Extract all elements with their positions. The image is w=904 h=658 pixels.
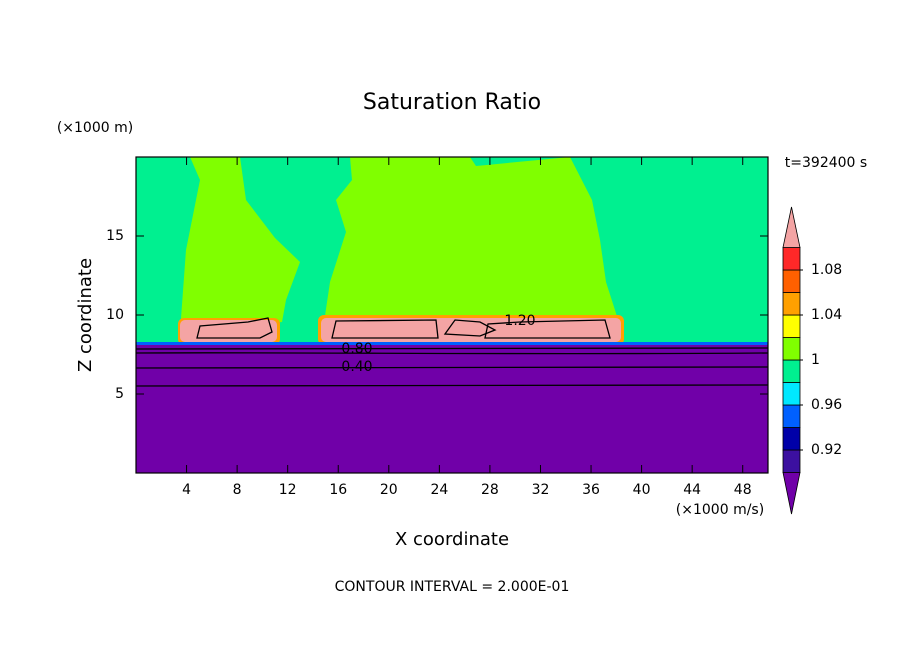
colorbar-swatch [782, 449, 801, 473]
x-tick-label: 40 [633, 482, 651, 498]
region [322, 157, 622, 336]
time-label: t=392400 s [785, 155, 867, 171]
region [136, 342, 768, 345]
colorbar-swatch [782, 359, 801, 383]
colorbar-tick-label: 1.08 [811, 262, 842, 278]
x-axis-label: X coordinate [395, 529, 509, 550]
contour-label: 0.80 [341, 341, 372, 357]
contour-field: 1.20 0.80 0.40 [135, 157, 769, 473]
contour-label: 1.20 [504, 313, 535, 329]
chart-title: Saturation Ratio [363, 90, 541, 115]
colorbar-swatch [782, 292, 801, 316]
y-tick-label: 5 [115, 386, 124, 402]
colorbar-swatch [782, 269, 801, 293]
x-tick-label: 8 [233, 482, 242, 498]
x-unit: (×1000 m/s) [676, 502, 764, 518]
colorbar-swatch [782, 337, 801, 361]
x-tick-label: 32 [532, 482, 550, 498]
region [180, 157, 300, 332]
x-tick-label: 28 [481, 482, 499, 498]
colorbar-swatch [782, 314, 801, 338]
x-tick-label: 44 [683, 482, 701, 498]
colorbar-tick-label: 0.96 [811, 397, 842, 413]
x-tick-label: 48 [734, 482, 752, 498]
y-tick-label: 15 [106, 228, 124, 244]
region [136, 345, 768, 473]
colorbar-swatch [782, 247, 801, 271]
x-tick-label: 12 [279, 482, 297, 498]
x-tick-label: 20 [380, 482, 398, 498]
y-tick-label: 10 [106, 307, 124, 323]
colorbar-under [782, 472, 801, 515]
region [321, 318, 621, 342]
colorbar-tick-label: 0.92 [811, 442, 842, 458]
y-axis-label: Z coordinate [75, 258, 96, 372]
x-tick-label: 16 [329, 482, 347, 498]
colorbar-tick-label: 1.04 [811, 307, 842, 323]
x-tick-label: 24 [430, 482, 448, 498]
colorbar-swatch [782, 427, 801, 451]
y-unit: (×1000 m) [57, 120, 133, 136]
colorbar-swatch [782, 382, 801, 406]
x-tick-label: 36 [582, 482, 600, 498]
footer-note: CONTOUR INTERVAL = 2.000E-01 [335, 579, 570, 595]
contour-label: 0.40 [341, 359, 372, 375]
colorbar-over [782, 206, 801, 248]
x-tick-label: 4 [182, 482, 191, 498]
colorbar-swatch [782, 404, 801, 428]
colorbar-tick-label: 1 [811, 352, 820, 368]
